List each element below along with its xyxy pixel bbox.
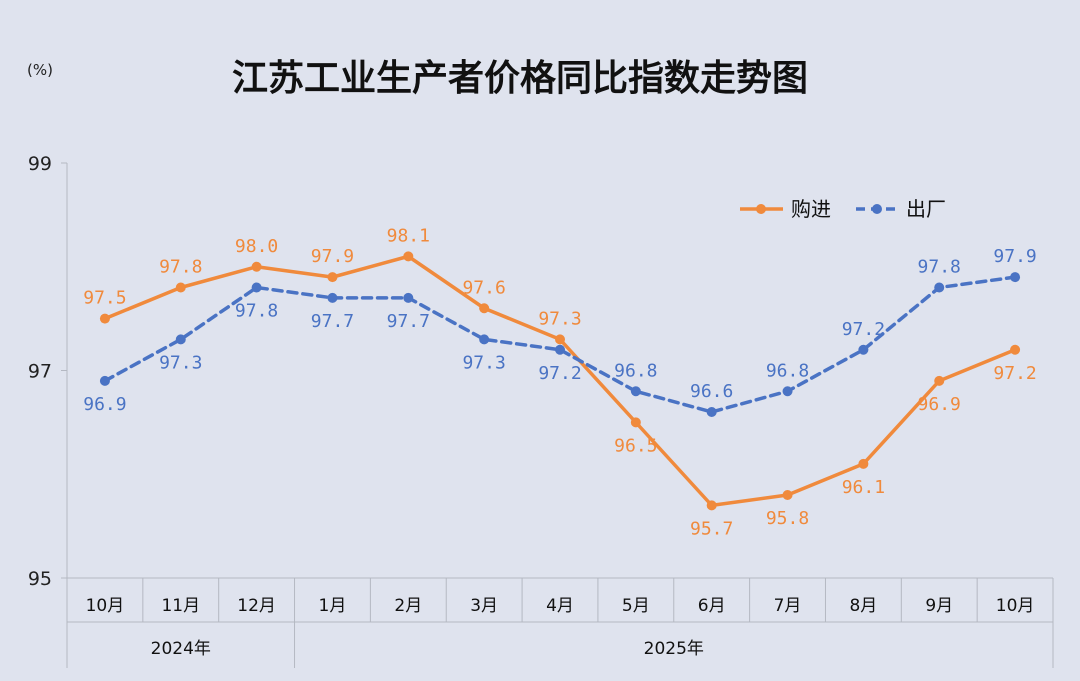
data-label-factory: 97.3 xyxy=(462,352,505,373)
x-tick-label: 7月 xyxy=(774,596,802,616)
data-point-purchase xyxy=(479,303,490,314)
data-label-factory: 97.7 xyxy=(387,311,430,332)
data-point-purchase xyxy=(782,490,793,500)
data-label-factory: 96.9 xyxy=(83,394,126,415)
y-tick-label: 95 xyxy=(28,568,52,590)
y-tick-label: 97 xyxy=(28,361,52,383)
data-point-factory xyxy=(99,375,110,386)
data-label-purchase: 98.1 xyxy=(387,225,430,246)
x-tick-label: 9月 xyxy=(925,596,953,616)
data-label-purchase: 95.7 xyxy=(690,518,733,539)
x-tick-label: 4月 xyxy=(546,596,574,616)
x-tick-label: 12月 xyxy=(237,596,276,616)
x-tick-label: 11月 xyxy=(161,596,200,616)
data-label-purchase: 97.9 xyxy=(311,246,354,267)
data-label-purchase: 97.2 xyxy=(993,363,1036,384)
data-label-purchase: 96.5 xyxy=(614,435,657,456)
data-point-factory xyxy=(555,344,565,355)
data-point-purchase xyxy=(327,272,338,283)
data-label-factory: 97.2 xyxy=(842,319,885,340)
data-point-factory xyxy=(630,386,641,397)
data-point-purchase xyxy=(403,251,414,262)
data-point-purchase xyxy=(175,282,186,293)
x-tick-label: 1月 xyxy=(319,596,347,616)
data-label-factory: 97.7 xyxy=(311,311,354,332)
axes xyxy=(61,162,1054,668)
data-label-factory: 97.8 xyxy=(235,301,278,322)
x-tick-label: 3月 xyxy=(470,596,498,616)
series-points xyxy=(99,251,1021,511)
legend-marker-purchase xyxy=(756,204,766,214)
year-label: 2025年 xyxy=(644,639,704,659)
data-label-factory: 97.3 xyxy=(159,352,202,373)
x-tick-label: 6月 xyxy=(698,596,726,616)
data-point-purchase xyxy=(630,417,641,428)
data-point-factory xyxy=(251,282,262,293)
data-label-purchase: 96.1 xyxy=(842,477,885,498)
data-point-factory xyxy=(858,344,869,355)
y-tick-label: 99 xyxy=(28,153,52,175)
data-label-factory: 96.8 xyxy=(766,360,809,381)
data-point-purchase xyxy=(1010,344,1021,355)
legend: 购进 出厂 xyxy=(740,197,946,221)
data-point-purchase xyxy=(251,261,262,272)
chart-title: 江苏工业生产者价格同比指数走势图 xyxy=(232,58,808,99)
data-label-purchase: 97.8 xyxy=(159,257,202,278)
data-labels: 97.5 97.8 98.0 97.9 98.1 97.6 97.3 96.5 95.7 95.8… xyxy=(83,225,1037,539)
y-tick-labels: 95 97 99 xyxy=(28,153,52,590)
unit-label: (%) xyxy=(27,61,53,79)
data-point-purchase xyxy=(934,375,945,386)
data-label-factory: 97.9 xyxy=(993,246,1036,267)
year-label: 2024年 xyxy=(151,639,211,659)
data-point-factory xyxy=(1010,272,1021,283)
legend-marker-factory xyxy=(872,204,882,214)
data-point-factory xyxy=(175,334,186,345)
data-point-factory xyxy=(706,407,717,417)
data-point-factory xyxy=(479,334,490,345)
data-label-purchase: 97.6 xyxy=(462,277,505,298)
data-point-purchase xyxy=(99,313,110,324)
year-group-labels: 2024年 2025年 xyxy=(151,639,704,659)
series-line-factory xyxy=(103,275,1017,414)
data-point-factory xyxy=(934,282,945,293)
data-point-factory xyxy=(403,292,414,303)
data-point-purchase xyxy=(858,458,869,469)
x-tick-label: 5月 xyxy=(622,596,650,616)
data-point-factory xyxy=(782,386,793,397)
x-tick-label: 10月 xyxy=(86,596,125,616)
data-label-purchase: 95.8 xyxy=(766,508,809,529)
data-label-factory: 96.8 xyxy=(614,360,657,381)
data-point-purchase xyxy=(706,500,717,511)
data-point-factory xyxy=(327,292,338,303)
data-label-purchase: 96.9 xyxy=(918,394,961,415)
data-point-purchase xyxy=(555,334,565,345)
legend-label-factory: 出厂 xyxy=(906,197,946,221)
legend-label-purchase: 购进 xyxy=(791,197,831,221)
data-label-purchase: 98.0 xyxy=(235,236,278,257)
data-label-purchase: 97.3 xyxy=(538,308,581,329)
x-tick-label: 10月 xyxy=(996,596,1035,616)
data-label-factory: 96.6 xyxy=(690,381,733,402)
x-tick-label: 8月 xyxy=(849,596,877,616)
data-label-factory: 97.8 xyxy=(918,257,961,278)
data-label-factory: 97.2 xyxy=(538,363,581,384)
x-category-labels: 10月 11月 12月 1月 2月 3月 4月 5月 6月 7月 8月 9月 10月 xyxy=(86,596,1035,616)
data-label-purchase: 97.5 xyxy=(83,288,126,309)
x-tick-label: 2月 xyxy=(394,596,422,616)
